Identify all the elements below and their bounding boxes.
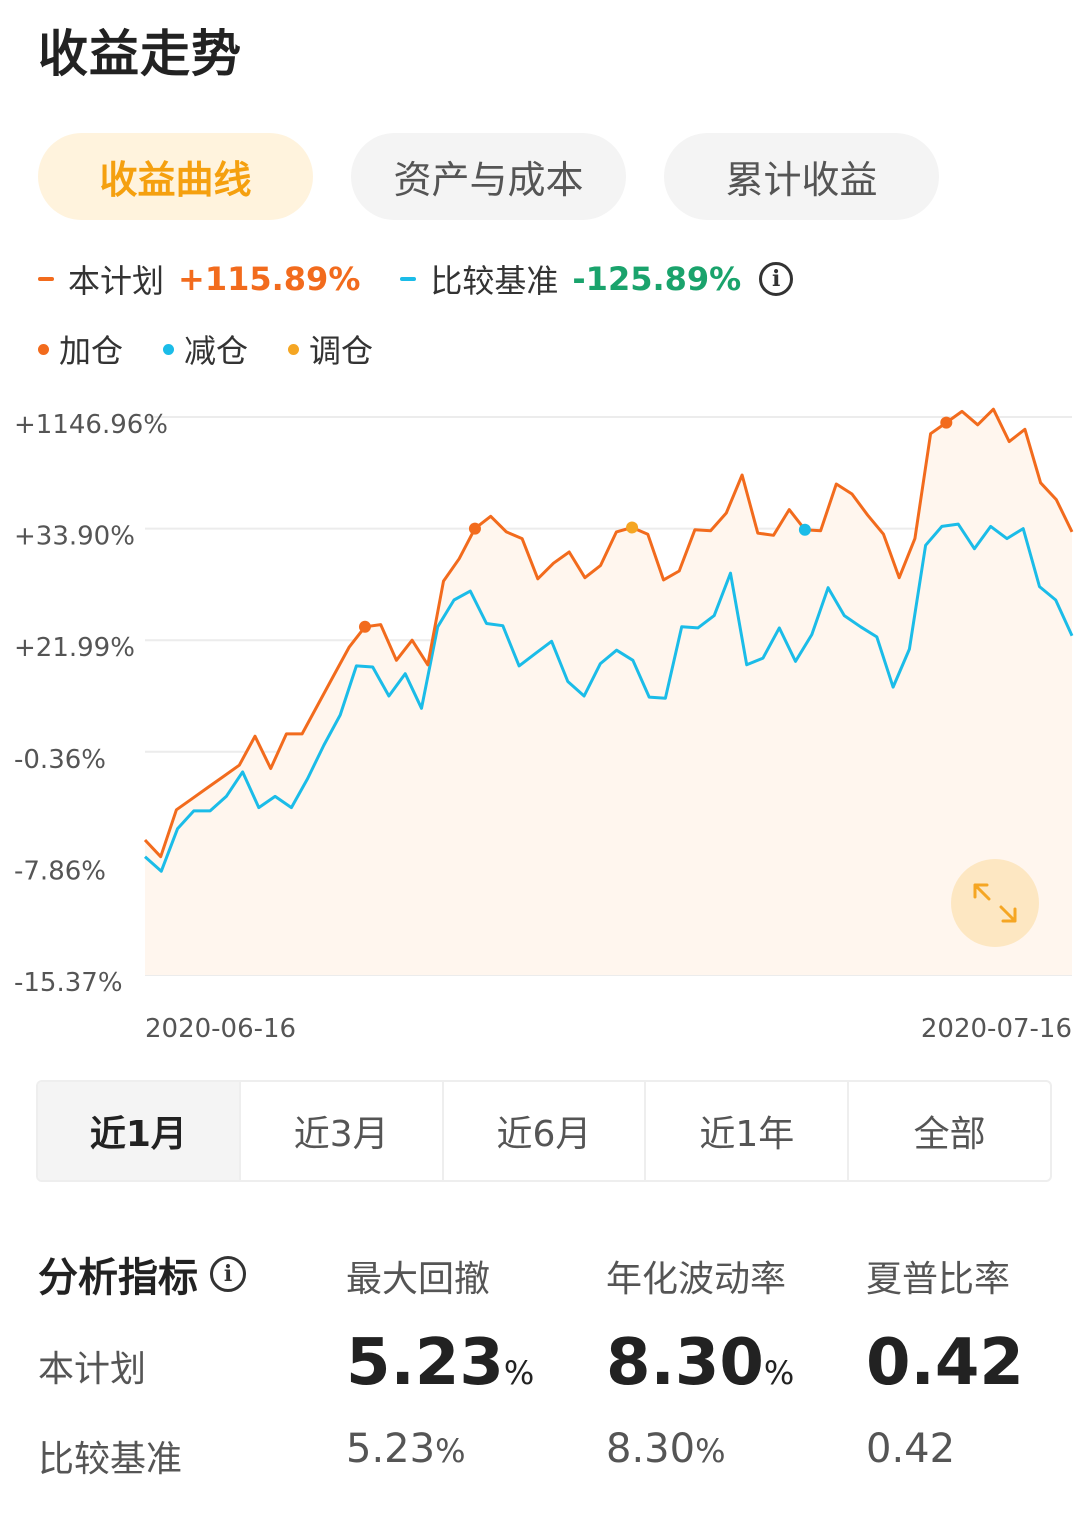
plan-sharpe-value: 0.42 (866, 1326, 1024, 1400)
marker-add-position: 加仓 (38, 326, 123, 372)
plan-max-drawdown-value: 5.23 (346, 1326, 504, 1400)
trade-marker-point[interactable] (468, 522, 481, 535)
y-tick-label: -0.36% (14, 745, 106, 775)
profit-line-chart[interactable]: +1146.96% +33.90% +21.99% -0.36% -7.86% -15.3… (0, 390, 1086, 1060)
plan-volatility-value: 8.30 (606, 1326, 764, 1400)
benchmark-legend-name: 比较基准 (430, 262, 559, 300)
marker-reduce-label: 减仓 (184, 332, 249, 370)
benchmark-legend-value: -125.89% (572, 260, 742, 298)
benchmark-max-drawdown-unit: % (435, 1432, 466, 1470)
marker-legend: 加仓 减仓 调仓 (38, 326, 413, 372)
plan-area-fill (145, 409, 1072, 975)
period-6-months-button[interactable]: 近6月 (444, 1082, 647, 1180)
y-tick-label: +33.90% (14, 522, 135, 552)
period-1-year-button[interactable]: 近1年 (646, 1082, 850, 1180)
trade-marker-point[interactable] (940, 416, 953, 429)
benchmark-max-drawdown-value: 5.23 (346, 1426, 436, 1472)
y-tick-label: +1146.96% (14, 410, 168, 440)
trade-marker-point[interactable] (626, 521, 639, 534)
metrics-info-icon[interactable]: i (210, 1256, 246, 1292)
benchmark-sharpe-value: 0.42 (866, 1426, 956, 1472)
metric-header-max-drawdown: 最大回撤 (346, 1259, 491, 1300)
marker-rebalance: 调仓 (288, 326, 373, 372)
period-all-button[interactable]: 全部 (913, 1114, 986, 1155)
period-1-month-button[interactable]: 近1月 (38, 1082, 241, 1180)
tab-profit-curve[interactable]: 收益曲线 (38, 133, 313, 220)
page-title: 收益走势 (38, 25, 242, 83)
metric-row-label-benchmark: 比较基准 (38, 1439, 183, 1480)
plan-max-drawdown: 5.23% (346, 1326, 534, 1400)
metrics-title: 分析指标 i (38, 1245, 246, 1303)
period-selector: 近1月 近3月 近6月 近1年 全部 (36, 1080, 1052, 1182)
trade-marker-point[interactable] (358, 620, 371, 633)
plan-legend-name: 本计划 (68, 262, 165, 300)
plan-sharpe: 0.42 (866, 1326, 1024, 1400)
plan-volatility-unit: % (763, 1354, 795, 1392)
metric-row-label-plan: 本计划 (38, 1349, 147, 1390)
y-tick-label: +21.99% (14, 633, 135, 663)
period-3-months-button[interactable]: 近3月 (241, 1082, 444, 1180)
benchmark-volatility: 8.30% (606, 1426, 725, 1472)
reduce-position-dot-icon (163, 343, 175, 355)
benchmark-max-drawdown: 5.23% (346, 1426, 465, 1472)
expand-icon[interactable] (951, 859, 1039, 947)
marker-reduce-position: 减仓 (163, 326, 248, 372)
benchmark-volatility-value: 8.30 (606, 1426, 696, 1472)
tab-cumulative-profit[interactable]: 累计收益 (664, 133, 939, 220)
benchmark-volatility-unit: % (695, 1432, 726, 1470)
plan-max-drawdown-unit: % (503, 1354, 535, 1392)
y-tick-label: -7.86% (14, 856, 106, 886)
metrics-title-text: 分析指标 (38, 1255, 198, 1301)
benchmark-sharpe: 0.42 (866, 1426, 955, 1472)
tab-asset-cost[interactable]: 资产与成本 (351, 133, 626, 220)
x-tick-label: 2020-06-16 (145, 1014, 296, 1044)
benchmark-series-line (144, 522, 1074, 873)
add-position-dot-icon (38, 343, 49, 355)
marker-rebalance-label: 调仓 (309, 332, 374, 370)
rebalance-dot-icon (288, 343, 300, 355)
series-legend: 本计划 +115.89% 比较基准 -125.89% i (38, 256, 794, 302)
plan-volatility: 8.30% (606, 1326, 794, 1400)
plan-legend-value: +115.89% (178, 260, 361, 298)
x-tick-label: 2020-07-16 (921, 1014, 1072, 1044)
metric-header-volatility: 年化波动率 (606, 1259, 787, 1300)
marker-add-label: 加仓 (59, 332, 124, 370)
plan-legend-swatch (38, 277, 54, 281)
metric-header-sharpe: 夏普比率 (866, 1259, 1011, 1300)
trade-marker-point[interactable] (798, 523, 811, 536)
chart-tabs: 收益曲线 资产与成本 累计收益 (38, 133, 939, 220)
plan-series-line (143, 407, 1074, 859)
y-tick-label: -15.37% (14, 968, 123, 998)
benchmark-legend-swatch (400, 277, 417, 281)
info-icon[interactable]: i (759, 262, 794, 296)
